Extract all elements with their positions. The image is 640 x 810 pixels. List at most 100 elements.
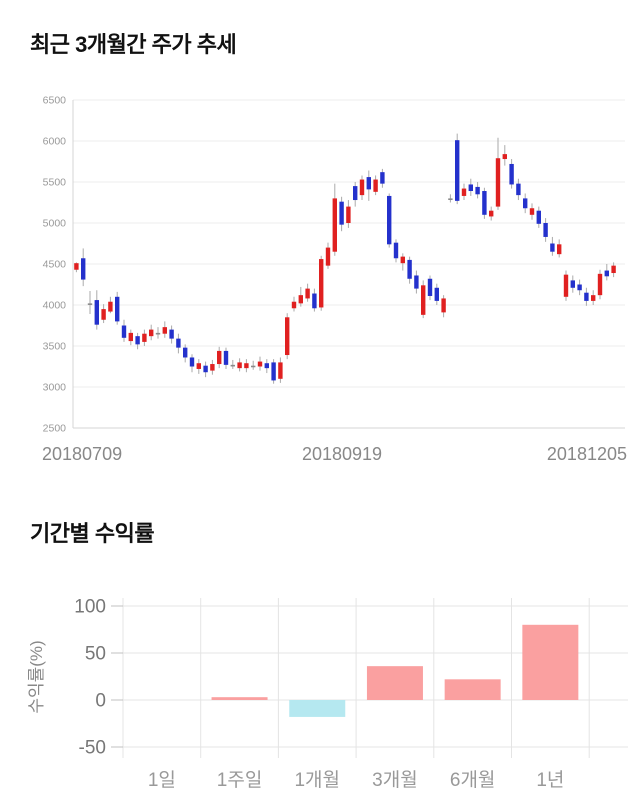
candlestick xyxy=(87,291,93,315)
price-chart-title: 최근 3개월간 주가 추세 xyxy=(30,32,237,57)
candle-body xyxy=(128,332,133,342)
candlestick xyxy=(489,206,494,221)
candle-body xyxy=(217,350,222,365)
candle-body xyxy=(251,365,256,368)
candlestick xyxy=(400,253,405,271)
candle-body xyxy=(189,357,195,367)
candlestick xyxy=(611,262,616,278)
candlestick xyxy=(264,359,269,374)
candlestick xyxy=(353,182,358,207)
candlestick xyxy=(135,332,140,350)
candlestick xyxy=(482,187,487,219)
candlestick xyxy=(536,206,541,228)
y-axis-tick-label: 5500 xyxy=(43,177,67,189)
y-axis-tick-label: 50 xyxy=(85,644,106,665)
candle-body xyxy=(101,309,106,320)
candlestick xyxy=(291,296,297,312)
return-bar xyxy=(444,679,501,700)
candlestick xyxy=(115,291,120,325)
candle-body xyxy=(162,327,167,334)
candle-body xyxy=(489,210,494,217)
candlestick xyxy=(570,275,575,293)
y-axis-title: 수익률(%) xyxy=(27,640,46,713)
candle-body xyxy=(183,347,188,358)
candle-body xyxy=(434,287,439,301)
candlestick xyxy=(332,183,337,256)
candlestick xyxy=(543,218,548,242)
candle-body xyxy=(482,191,487,215)
candlestick xyxy=(393,239,399,263)
y-axis-tick-label: 6000 xyxy=(43,136,67,148)
returns-chart-title: 기간별 수익률 xyxy=(30,521,155,546)
x-axis-category-label: 1일 xyxy=(148,769,176,791)
candlestick xyxy=(169,325,174,344)
candle-body xyxy=(142,333,147,342)
candlestick xyxy=(475,182,480,199)
returns-chart: 100 50 0 -50 1일 1주일 1개월 3개월 6개월 1년 수익률(%) xyxy=(27,597,628,791)
return-bar xyxy=(289,700,346,717)
candlestick xyxy=(298,286,303,307)
candle-body xyxy=(332,198,337,252)
candle-body xyxy=(427,278,433,296)
candlestick xyxy=(128,329,133,346)
candlestick xyxy=(421,280,426,319)
y-axis-tick-label: 6500 xyxy=(43,95,67,107)
candlestick xyxy=(346,200,351,228)
candle-body xyxy=(393,242,399,259)
candlestick xyxy=(108,296,113,314)
candlestick xyxy=(183,344,188,363)
candlestick xyxy=(149,324,154,341)
candle-body xyxy=(604,270,609,277)
candle-body xyxy=(468,184,473,192)
candle-body xyxy=(557,244,562,255)
candle-body xyxy=(495,158,501,207)
return-bar xyxy=(522,624,579,700)
y-axis-tick-label: 0 xyxy=(95,691,106,712)
candle-body xyxy=(169,329,174,339)
candle-body xyxy=(196,363,201,369)
candlestick xyxy=(597,269,603,300)
candle-body xyxy=(359,179,365,196)
candle-body xyxy=(570,280,575,288)
candlestick xyxy=(94,290,99,330)
candle-body xyxy=(346,206,351,223)
candlestick xyxy=(251,360,256,370)
candle-body xyxy=(475,186,480,195)
candle-body xyxy=(380,172,385,184)
candle-body xyxy=(115,296,120,322)
candlestick xyxy=(203,361,208,378)
candle-body xyxy=(550,243,555,252)
candlestick xyxy=(223,347,229,369)
return-bar xyxy=(366,666,423,700)
candle-body xyxy=(312,293,317,309)
candlestick xyxy=(502,145,507,166)
candlestick xyxy=(339,196,344,232)
y-axis-tick-label: 4000 xyxy=(43,300,67,312)
candlestick xyxy=(557,239,562,258)
candlestick xyxy=(387,193,392,248)
candlestick xyxy=(101,304,106,324)
candlestick xyxy=(366,170,371,201)
y-axis-tick-label: -50 xyxy=(79,738,106,759)
candle-body xyxy=(516,183,521,196)
candle-body xyxy=(502,154,507,160)
candlestick xyxy=(237,358,242,372)
return-bar xyxy=(211,697,268,700)
y-axis-tick-label: 3500 xyxy=(43,341,67,353)
candle-body xyxy=(176,338,181,348)
candlestick xyxy=(380,168,385,188)
candlestick xyxy=(407,256,412,284)
candlestick xyxy=(523,193,528,214)
candle-body xyxy=(509,163,514,185)
candle-body xyxy=(455,140,460,201)
candle-body xyxy=(298,295,303,304)
candlestick xyxy=(461,183,467,201)
candlestick xyxy=(81,248,86,287)
x-axis-category-label: 1년 xyxy=(536,769,564,791)
candle-body xyxy=(448,198,453,200)
candlestick xyxy=(271,359,276,384)
candlestick xyxy=(427,275,433,301)
candle-body xyxy=(271,362,276,381)
candlestick xyxy=(305,283,310,302)
